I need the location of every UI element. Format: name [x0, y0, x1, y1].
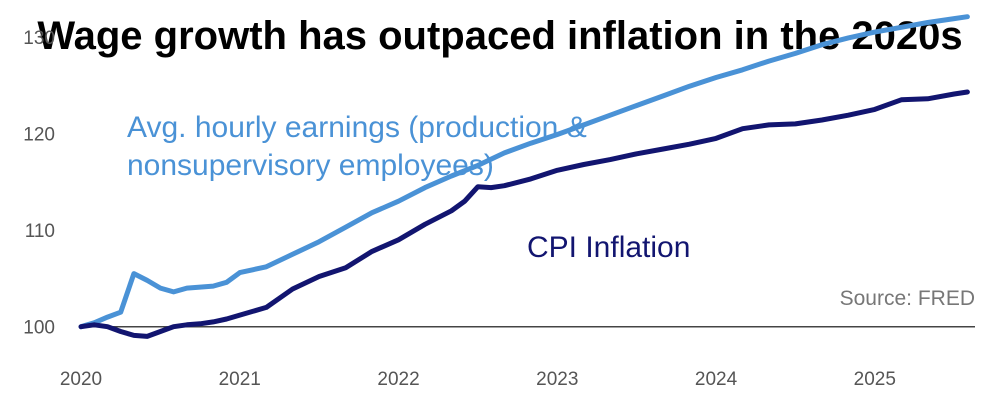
x-tick-label: 2025 — [854, 369, 896, 390]
cpi-series-line — [78, 89, 970, 339]
x-tick-label: 2020 — [60, 369, 102, 390]
earnings-series-line — [78, 14, 970, 330]
x-tick-label: 2024 — [695, 369, 738, 390]
x-axis-ticks: 2020 2021 2022 2023 2024 2025 — [60, 369, 896, 390]
earnings-label-line1: Avg. hourly earnings (production & — [127, 111, 587, 144]
y-axis-ticks: 100 110 120 130 — [23, 28, 55, 339]
y-tick-label: 130 — [23, 28, 55, 49]
earnings-label-line2: nonsupervisory employees) — [127, 149, 494, 182]
x-tick-label: 2022 — [377, 369, 419, 390]
source-note: Source: FRED — [840, 287, 975, 310]
cpi-label: CPI Inflation — [527, 231, 690, 264]
y-tick-label: 100 — [23, 318, 55, 339]
y-tick-label: 110 — [25, 221, 55, 242]
x-tick-label: 2023 — [536, 369, 578, 390]
series-lines — [78, 14, 970, 339]
y-tick-label: 120 — [23, 125, 55, 146]
x-tick-label: 2021 — [219, 369, 261, 390]
